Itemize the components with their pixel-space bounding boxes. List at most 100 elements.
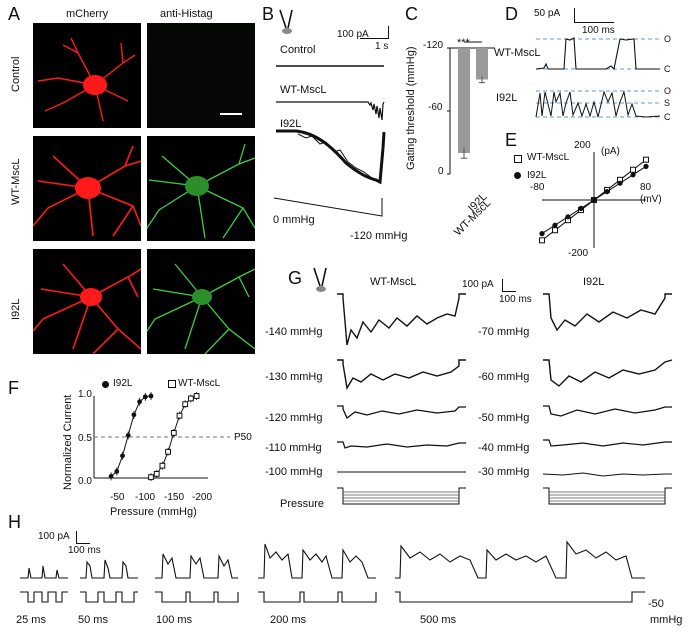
- panel-d-wt-trace: [535, 37, 660, 71]
- panel-d-wt-level-c: C: [664, 64, 671, 74]
- panel-g-pressure-label: Pressure: [280, 498, 325, 510]
- pipette-icon: [279, 9, 293, 34]
- panel-a-col-histag: anti-Histag: [160, 8, 213, 20]
- panel-f-legend-i92l: I92L: [113, 378, 133, 389]
- panel-f-ytick-2: 0.0: [78, 476, 92, 487]
- panel-h-dur-4: 500 ms: [420, 614, 457, 626]
- panel-b-trace-i92l-label: I92L: [280, 118, 302, 130]
- panel-e-point-i92l-8: [643, 163, 649, 169]
- panel-b-trace-control-label: Control: [280, 44, 316, 56]
- panel-e-ybottom: -200: [568, 248, 589, 259]
- panel-b-scale-s: 1 s: [375, 41, 389, 52]
- panel-f-legend-wt: WT-MscL: [178, 378, 221, 389]
- panel-e-chart: [539, 152, 649, 248]
- panel-g-wt-p2: -120 mmHg: [265, 412, 323, 424]
- panel-e-point-wt-8: [643, 156, 649, 163]
- panel-g-wt-p3: -110 mmHg: [265, 442, 322, 454]
- panel-h-label: H: [8, 512, 21, 532]
- panel-g-wt-p4: -100 mmHg: [265, 466, 323, 478]
- panel-h-scale-pa: 100 pA: [38, 531, 70, 542]
- panel-f-p50: P50: [234, 432, 252, 443]
- panel-e-point-wt-1: [552, 227, 558, 234]
- panel-b-trace-wt: [276, 101, 385, 121]
- panel-h-scale-h: [76, 543, 90, 544]
- panel-h-dur-1: 50 ms: [78, 614, 108, 626]
- panel-d-scale-pa: 50 pA: [534, 8, 561, 19]
- panel-g-scale-v: [502, 279, 503, 291]
- panel-h-scale-v: [76, 531, 77, 543]
- panel-d-i92l-level-s: S: [664, 98, 671, 108]
- panel-e-ytop: 200: [574, 140, 591, 151]
- panel-d-scale-ms: 100 ms: [582, 25, 615, 36]
- panel-f-ylabel: Normalized Current: [62, 394, 74, 490]
- panel-f-point-wt-1: [153, 471, 160, 477]
- panel-b-pressure-ramp: [273, 197, 383, 217]
- panel-f-legend-i92l-marker: [102, 381, 109, 388]
- panel-e-point-i92l-5: [604, 189, 610, 195]
- panel-c-bar-1: [476, 48, 488, 80]
- panel-e-legend-wt: WT-MscL: [527, 152, 570, 163]
- panel-c-label: C: [405, 4, 418, 24]
- panel-f-point-wt-4: [170, 430, 177, 436]
- panel-f-chart: [93, 392, 230, 482]
- panel-c-tick-2: 0: [438, 166, 444, 177]
- panel-f-point-i92l-0: [108, 473, 114, 479]
- panel-h-dur-0: 25 ms: [16, 614, 46, 626]
- panel-h-dur-2: 100 ms: [156, 614, 193, 626]
- panel-c-chart: [447, 41, 495, 175]
- micrograph-wt-mcherry: [33, 136, 141, 241]
- panel-a-col-mcherry: mCherry: [66, 8, 109, 20]
- panel-g-scale-h: [502, 291, 516, 292]
- panel-f-point-i92l-3: [125, 432, 131, 438]
- panel-d-i92l-level-o: O: [664, 86, 672, 96]
- panel-g-i92l-p4: -30 mmHg: [478, 466, 530, 478]
- panel-f-point-i92l-1: [114, 469, 120, 474]
- panel-e-xleft: -80: [530, 182, 545, 193]
- panel-h-traces: [20, 540, 645, 603]
- micrograph-control-histag: [147, 23, 255, 128]
- panel-g-wt-p1: -130 mmHg: [265, 371, 323, 383]
- panel-d-wt-label: WT-MscL: [494, 47, 541, 59]
- panel-f-point-wt-2: [159, 462, 166, 469]
- panel-e-legend-wt-marker: [514, 155, 522, 163]
- panel-a-row-i92l: I92L: [10, 298, 22, 320]
- panel-e-xunit: (mV): [640, 194, 662, 205]
- panel-h-dur-3: 200 ms: [270, 614, 307, 626]
- panel-f-point-i92l-2: [120, 453, 125, 459]
- panel-d-label: D: [505, 4, 518, 24]
- scale-bar: [220, 113, 242, 115]
- panel-e-point-wt-7: [630, 166, 636, 173]
- panel-f-point-wt-5: [176, 412, 183, 419]
- panel-f-xtick-0: -50: [110, 492, 125, 503]
- panel-b-trace-wt-label: WT-MscL: [280, 84, 327, 96]
- panel-f-legend-wt-marker: [168, 380, 176, 388]
- panel-g-wt-title: WT-MscL: [370, 276, 417, 288]
- panel-g-i92l-title: I92L: [583, 276, 605, 288]
- panel-b-scale-h: [360, 38, 389, 39]
- panel-f-xtick-2: -150: [164, 492, 185, 503]
- panel-g-i92l-p2: -50 mmHg: [478, 412, 530, 424]
- panel-f-point-i92l-5: [137, 399, 142, 405]
- micrograph-i92l-mcherry: [33, 249, 141, 354]
- panel-d-i92l-trace: [535, 90, 661, 118]
- panel-b-scale-v: [388, 26, 389, 38]
- panel-f-label: F: [8, 378, 19, 398]
- panel-e-yunit: (pA): [601, 146, 620, 157]
- panel-f-xtick-3: -200: [192, 492, 213, 503]
- micrograph-control-mcherry: [33, 23, 141, 128]
- panel-e-point-i92l-6: [617, 180, 623, 186]
- panel-c-bar-0: [458, 48, 470, 153]
- panel-g-label: G: [288, 268, 303, 288]
- panel-f-point-i92l-6: [142, 394, 148, 400]
- panel-g-i92l-p3: -40 mmHg: [478, 442, 530, 454]
- panel-g-i92l-traces: [542, 293, 673, 505]
- panel-g-wt-p0: -140 mmHg: [265, 326, 323, 338]
- panel-c-sig: ***: [457, 37, 470, 49]
- panel-f-point-wt-0: [148, 474, 154, 481]
- panel-e-legend-i92l: I92L: [527, 170, 547, 181]
- panel-e-point-i92l-3: [578, 205, 584, 211]
- panel-f-point-wt-8: [193, 393, 200, 399]
- panel-a-row-wt: WT-MscL: [10, 158, 22, 205]
- panel-h-scale-ms: 100 ms: [68, 545, 101, 556]
- panel-f-point-wt-7: [188, 395, 194, 402]
